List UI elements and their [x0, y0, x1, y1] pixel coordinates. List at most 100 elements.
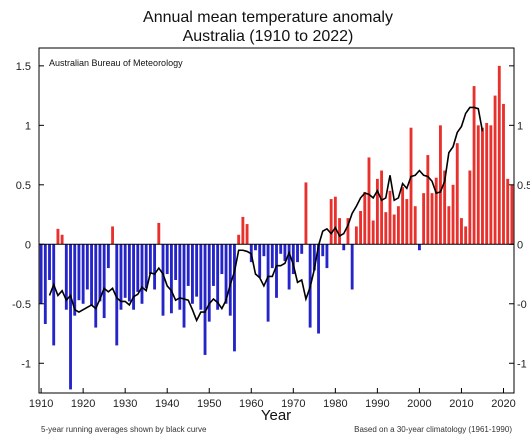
- bar-1998: [409, 127, 413, 245]
- bar-1917: [69, 244, 72, 390]
- bar-2018: [493, 95, 497, 245]
- bar-1954: [224, 244, 228, 304]
- bar-1937: [153, 244, 157, 290]
- bar-1918: [73, 244, 77, 316]
- bar-1965: [270, 244, 274, 269]
- y-tick-label: 0: [25, 239, 31, 251]
- bar-2004: [434, 177, 438, 245]
- bar-2019: [497, 65, 501, 245]
- bar-1993: [388, 190, 392, 245]
- bar-2020: [502, 103, 505, 245]
- bar-1972: [300, 244, 304, 254]
- bar-1971: [296, 244, 299, 263]
- bar-2006: [443, 170, 447, 245]
- bar-1925: [102, 244, 106, 319]
- bar-1920: [81, 244, 85, 304]
- source-label: Australian Bureau of Meteorology: [49, 58, 183, 68]
- bar-1995: [396, 206, 400, 245]
- bar-1957: [237, 234, 241, 245]
- bar-1991: [380, 170, 384, 245]
- bar-1978: [325, 244, 329, 269]
- y-axis: 1.5 1 0.5 0 -0.5 -1: [12, 61, 514, 370]
- bar-1951: [212, 244, 215, 286]
- bar-1999: [413, 206, 417, 245]
- bar-1968: [283, 244, 287, 261]
- right-tick-label: -1: [517, 358, 527, 370]
- bar-2015: [481, 127, 484, 245]
- bar-1988: [367, 157, 371, 245]
- bar-1927: [111, 226, 114, 245]
- bar-1994: [392, 214, 396, 245]
- bar-1977: [321, 244, 325, 257]
- bar-1970: [291, 244, 295, 275]
- bar-1923: [94, 244, 98, 328]
- y-tick-label: 1.5: [16, 61, 31, 73]
- footnote-right: Based on a 30-year climatology (1961-199…: [354, 425, 512, 434]
- bar-1982: [342, 244, 346, 251]
- bar-1944: [182, 244, 186, 328]
- y-tick-label: 0.5: [16, 180, 31, 192]
- bar-1997: [405, 199, 409, 245]
- bar-1976: [317, 244, 320, 334]
- bar-1934: [140, 244, 144, 304]
- x-tick-label: 1950: [197, 398, 221, 410]
- bar-1943: [178, 244, 182, 310]
- bar-1924: [98, 244, 102, 302]
- bar-1947: [195, 244, 199, 297]
- bar-1928: [115, 244, 119, 346]
- bar-1981: [338, 218, 341, 245]
- bar-1952: [216, 244, 220, 310]
- bar-1914: [56, 228, 60, 245]
- bar-1936: [148, 244, 152, 275]
- right-tick-label: 1: [517, 120, 523, 132]
- bar-1979: [329, 199, 333, 245]
- bar-1955: [228, 244, 232, 316]
- bar-1919: [77, 244, 81, 301]
- bar-1969: [287, 244, 291, 290]
- chart-title: Annual mean temperature anomaly Australi…: [143, 9, 393, 45]
- y-tick-label: -1: [21, 358, 31, 370]
- bar-1992: [384, 212, 388, 245]
- bar-1939: [161, 244, 165, 316]
- bar-1973: [304, 182, 308, 245]
- bar-1941: [169, 244, 173, 314]
- x-tick-label: 1990: [365, 398, 389, 410]
- right-tick-label: 0.5: [517, 180, 530, 192]
- bar-1964: [266, 244, 270, 322]
- bar-2008: [451, 184, 455, 245]
- x-tick-label: 1980: [323, 398, 347, 410]
- bar-1983: [346, 218, 350, 245]
- bar-1946: [191, 244, 194, 304]
- x-tick-label: 2010: [449, 398, 473, 410]
- bar-1963: [262, 244, 266, 257]
- x-tick-label: 1930: [113, 398, 137, 410]
- bar-1910: [39, 244, 43, 304]
- bar-1959: [245, 224, 249, 245]
- bar-1967: [279, 244, 283, 254]
- bar-1984: [350, 244, 354, 290]
- bar-2010: [460, 218, 463, 245]
- chart-title-line1: Annual mean temperature anomaly: [143, 9, 393, 26]
- bar-2003: [430, 193, 434, 245]
- bar-2016: [485, 122, 489, 245]
- bar-1986: [359, 210, 362, 245]
- bar-1961: [254, 244, 257, 251]
- x-tick-label: 2000: [407, 398, 431, 410]
- bar-1912: [48, 244, 51, 280]
- bar-1911: [43, 244, 47, 324]
- bar-1922: [90, 244, 93, 305]
- bar-1942: [174, 244, 178, 280]
- bar-2013: [472, 86, 476, 245]
- bar-1929: [119, 244, 123, 310]
- bar-1950: [207, 244, 211, 322]
- bar-1958: [241, 216, 245, 245]
- bar-1926: [106, 244, 110, 269]
- bar-1935: [144, 244, 148, 289]
- bar-2012: [468, 170, 472, 245]
- bar-1913: [52, 244, 56, 346]
- bar-1989: [371, 220, 375, 245]
- bar-1966: [275, 244, 278, 298]
- bar-2005: [439, 125, 442, 245]
- x-tick-label: 1920: [71, 398, 95, 410]
